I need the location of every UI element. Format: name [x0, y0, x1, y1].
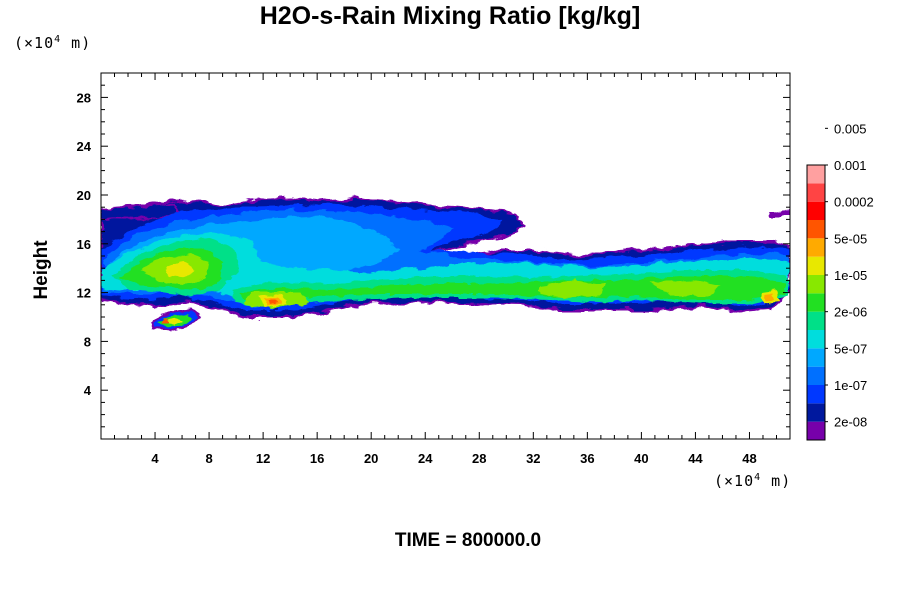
x-tick-label: 16: [310, 451, 324, 466]
legend-label: 1e-05: [834, 268, 867, 283]
y-tick-label: 16: [77, 237, 91, 252]
legend-swatch: [807, 348, 825, 367]
legend-swatch: [807, 366, 825, 385]
x-tick-label: 40: [634, 451, 648, 466]
legend-swatch: [807, 330, 825, 349]
x-tick-label: 4: [151, 451, 159, 466]
y-tick-label: 4: [84, 383, 92, 398]
legend-swatch: [807, 220, 825, 239]
x-tick-label: 32: [526, 451, 540, 466]
chart-title: H2O-s-Rain Mixing Ratio [kg/kg]: [259, 2, 641, 30]
x-tick-label: 48: [742, 451, 756, 466]
legend-swatch: [807, 183, 825, 202]
legend-swatch: [807, 256, 825, 275]
x-axis-unit: (×104 m): [714, 472, 792, 490]
y-axis-unit: (×104 m): [14, 34, 92, 52]
legend-label: 5e-07: [834, 341, 867, 356]
legend-swatch: [807, 385, 825, 404]
legend-swatch: [807, 201, 825, 220]
y-tick-label: 8: [84, 334, 91, 349]
x-tick-label: 24: [418, 451, 433, 466]
legend-label: 0.001: [834, 158, 867, 173]
x-tick-label: 20: [364, 451, 378, 466]
legend-swatch: [807, 403, 825, 422]
legend-label: 0.005: [834, 121, 867, 136]
legend-swatch: [807, 311, 825, 330]
legend-swatch: [807, 293, 825, 312]
x-tick-label: 28: [472, 451, 486, 466]
x-tick-label: 36: [580, 451, 594, 466]
y-tick-label: 24: [77, 139, 92, 154]
legend-frame: [806, 164, 826, 441]
y-tick-label: 28: [77, 90, 91, 105]
contour-stripe-right: [768, 210, 790, 216]
legend-swatch: [807, 165, 825, 184]
legend-swatch: [807, 275, 825, 294]
x-tick-label: 8: [205, 451, 212, 466]
time-label: TIME = 800000.0: [394, 530, 542, 551]
y-tick-label: 20: [77, 188, 91, 203]
y-tick-label: 12: [77, 286, 91, 301]
legend-label: 2e-06: [834, 305, 867, 320]
legend-label: 2e-08: [834, 415, 867, 430]
x-tick-label: 44: [688, 451, 703, 466]
legend-swatch: [807, 238, 825, 257]
legend-label: 1e-07: [834, 378, 867, 393]
legend-label: 5e-05: [834, 231, 867, 246]
color-legend: 2e-08 1e-07 5e-07 2e-06 1e-05 5e-05 0.0002 0.00…: [806, 121, 874, 441]
y-axis: 4 8 12 16 20 24 28: [77, 84, 790, 428]
x-axis: 4 8 12 16 20 24 28 32 36 40 44 48: [114, 73, 777, 466]
contour-field: [101, 196, 790, 332]
legend-label: 0.0002: [834, 195, 874, 210]
legend-swatch: [807, 421, 825, 440]
x-tick-label: 12: [256, 451, 270, 466]
